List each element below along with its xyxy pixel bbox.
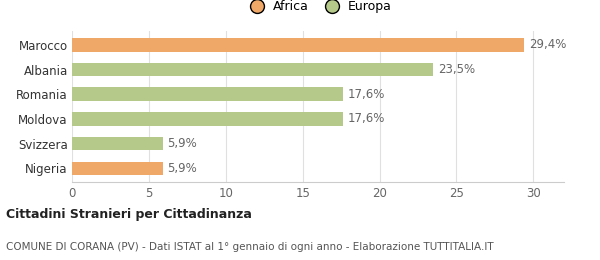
Text: 17,6%: 17,6%	[347, 88, 385, 101]
Text: 17,6%: 17,6%	[347, 113, 385, 126]
Bar	[72, 112, 343, 126]
Bar	[72, 38, 524, 52]
Text: 5,9%: 5,9%	[167, 137, 197, 150]
Text: Cittadini Stranieri per Cittadinanza: Cittadini Stranieri per Cittadinanza	[6, 209, 252, 222]
Text: 29,4%: 29,4%	[529, 38, 566, 51]
Legend: Africa, Europa: Africa, Europa	[239, 0, 397, 18]
Text: 23,5%: 23,5%	[438, 63, 475, 76]
Text: 5,9%: 5,9%	[167, 162, 197, 175]
Text: COMUNE DI CORANA (PV) - Dati ISTAT al 1° gennaio di ogni anno - Elaborazione TUT: COMUNE DI CORANA (PV) - Dati ISTAT al 1°…	[6, 242, 494, 252]
Bar	[72, 161, 163, 175]
Bar	[72, 87, 343, 101]
Bar	[72, 63, 433, 76]
Bar	[72, 137, 163, 151]
